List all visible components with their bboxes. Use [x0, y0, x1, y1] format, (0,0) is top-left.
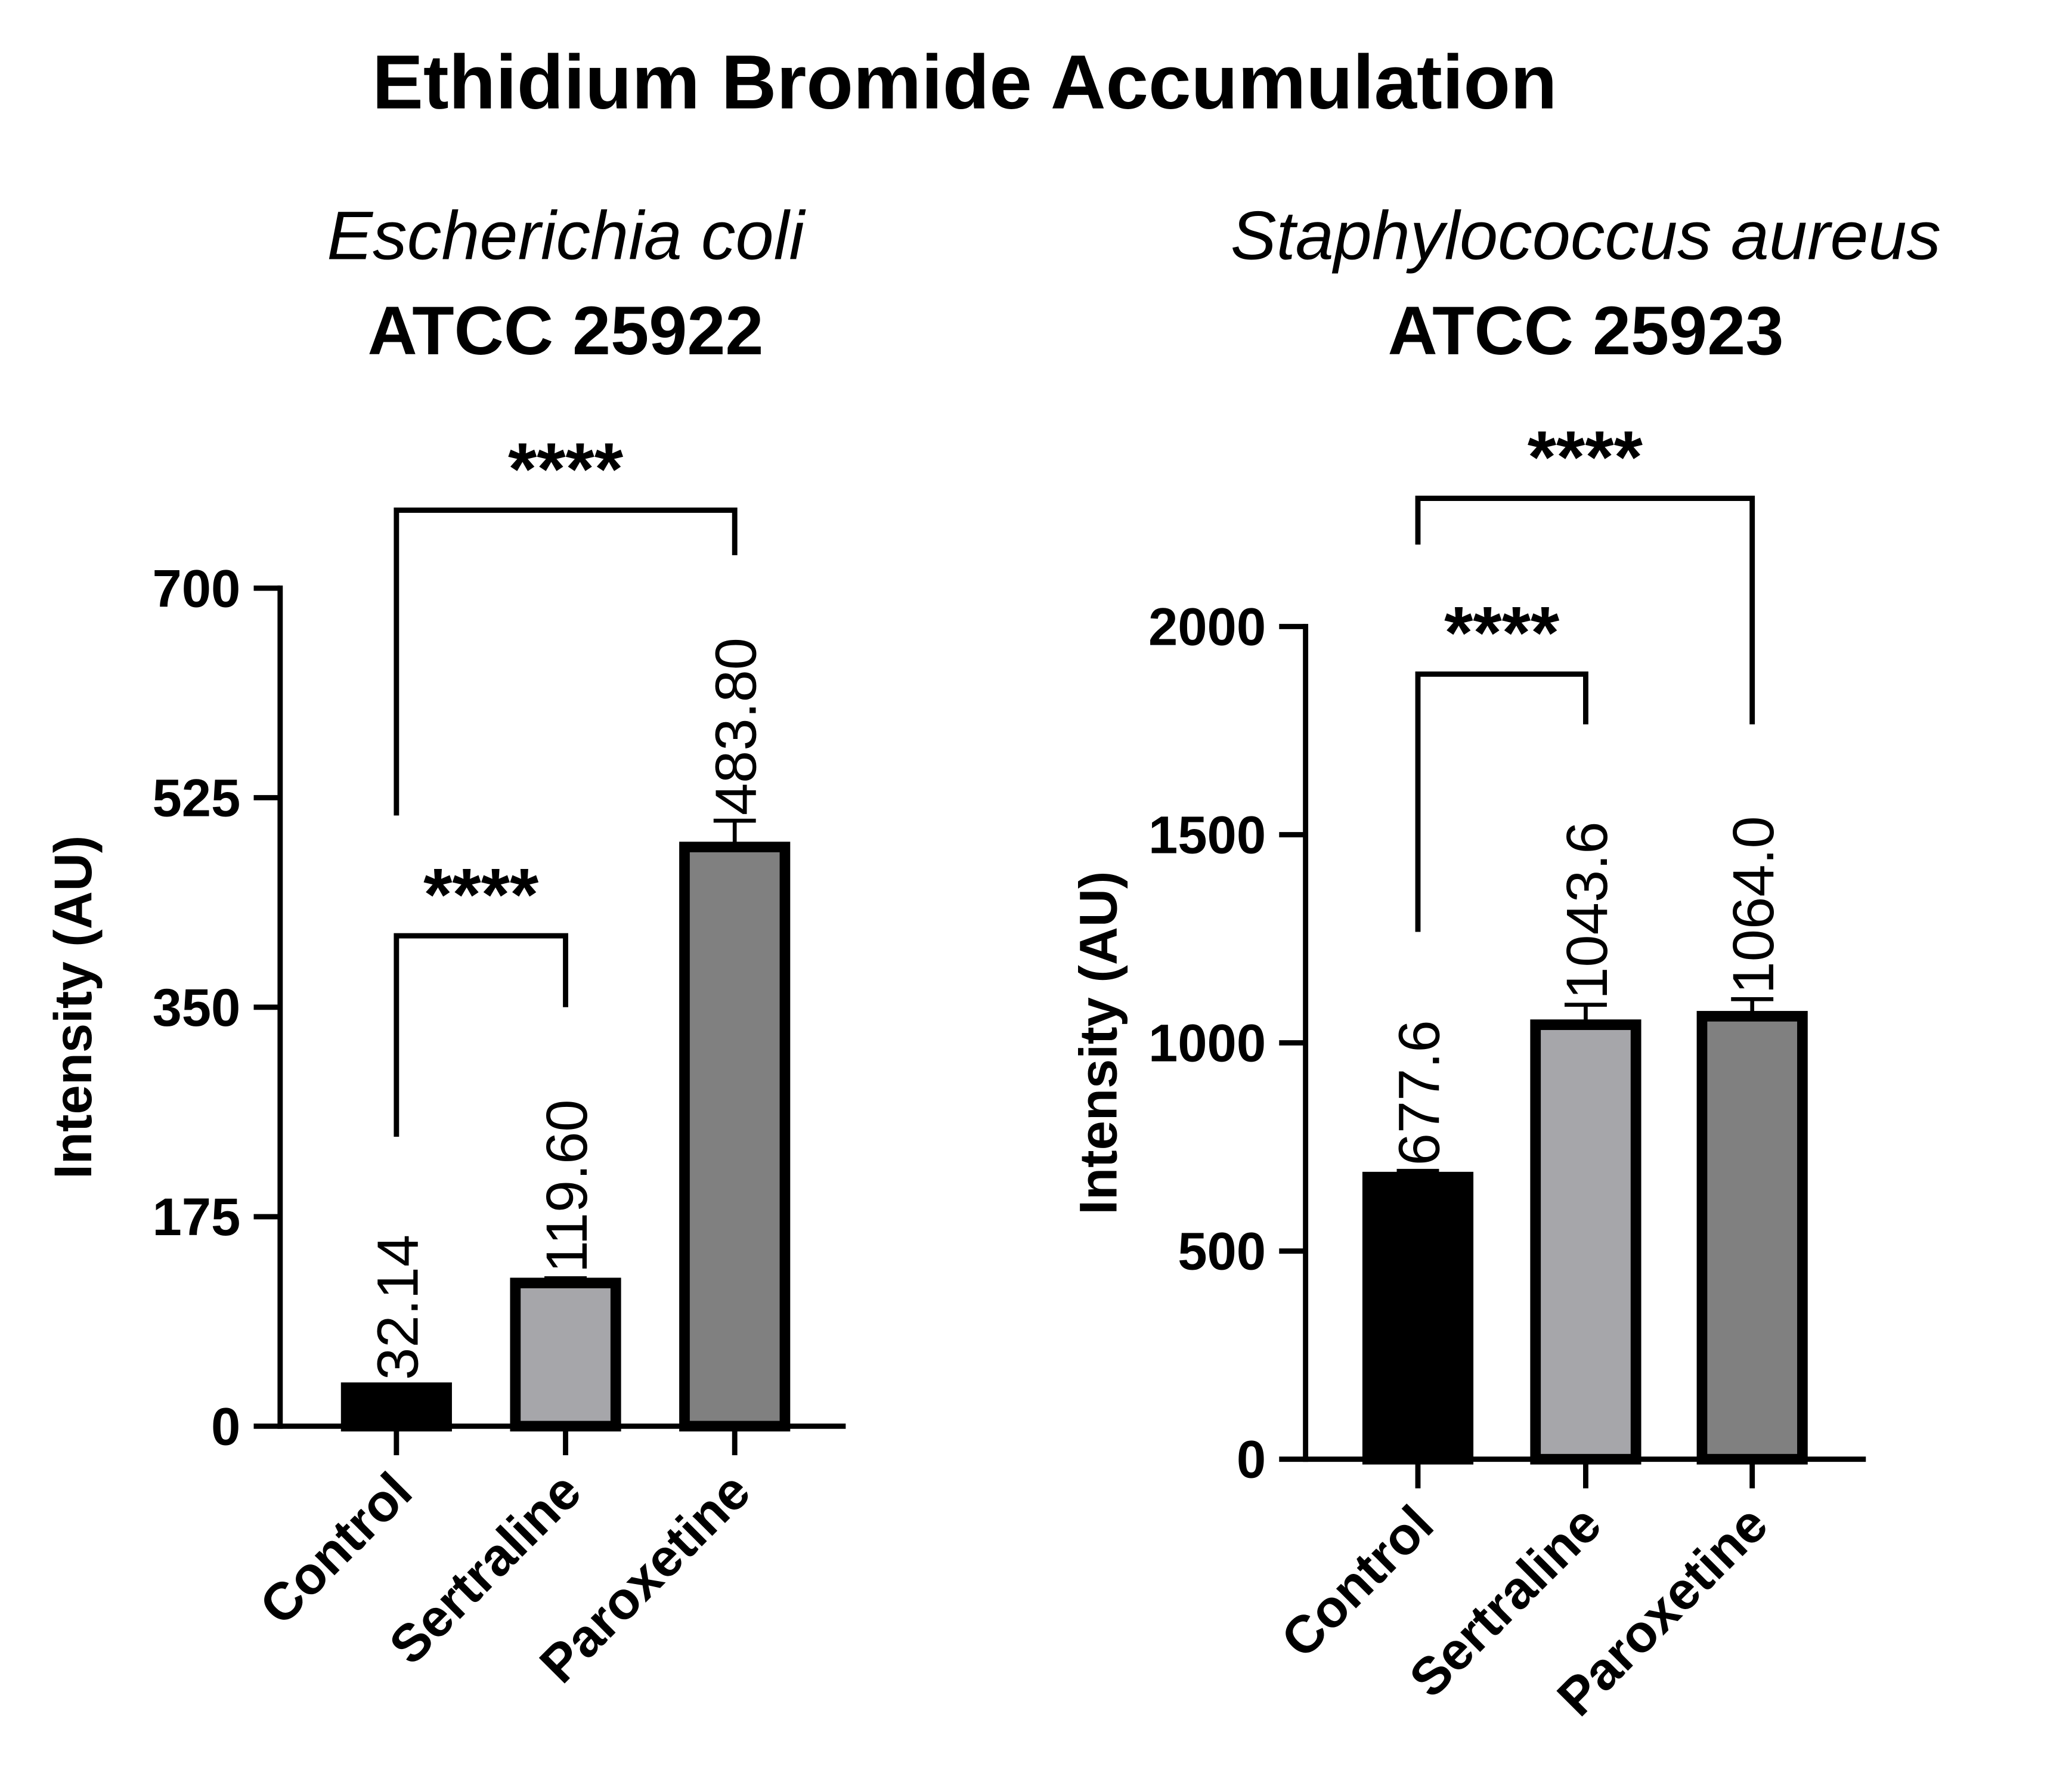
bar [510, 1277, 621, 1432]
y-tick-label: 2000 [1148, 598, 1266, 657]
chart-subtitle: ATCC 25923 [1387, 293, 1783, 369]
y-tick-label: 0 [211, 1397, 240, 1456]
significance-label: **** [508, 428, 624, 511]
bar [1362, 1171, 1474, 1465]
value-label: 483.80 [704, 638, 769, 815]
value-label: 1043.6 [1554, 822, 1619, 1000]
significance-bracket [1415, 671, 1588, 932]
y-tick-label: 175 [152, 1187, 240, 1246]
value-label: 677.6 [1386, 1020, 1451, 1165]
significance-label: **** [423, 853, 539, 936]
y-tick-label: 500 [1178, 1222, 1266, 1281]
bar [1530, 1019, 1642, 1465]
bar [679, 842, 791, 1432]
value-label: 119.60 [534, 1099, 599, 1273]
value-label: 32.14 [365, 1235, 430, 1380]
y-axis-label: Intensity (AU) [1069, 871, 1128, 1215]
x-tick-label: Control [249, 1461, 423, 1636]
value-label: 1064.0 [1721, 816, 1786, 994]
y-tick-label: 1000 [1148, 1014, 1266, 1073]
y-tick-label: 0 [1237, 1430, 1266, 1489]
chart-title: Staphylococcus aureus [1231, 197, 1941, 274]
y-tick-label: 1500 [1148, 806, 1266, 865]
bar [1696, 1011, 1808, 1465]
bar [340, 1382, 452, 1432]
figure-title: Ethidium Bromide Accumulation [372, 40, 1557, 125]
significance-label: **** [1444, 592, 1560, 675]
significance-bracket [394, 933, 568, 1137]
y-tick-label: 700 [152, 559, 240, 618]
x-tick-label: Control [1270, 1494, 1445, 1669]
y-tick-label: 350 [152, 978, 240, 1037]
chart-title: Escherichia coli [327, 197, 806, 274]
y-axis-label: Intensity (AU) [44, 836, 103, 1179]
y-tick-label: 525 [152, 769, 240, 828]
significance-label: **** [1528, 416, 1643, 499]
significance-bracket [1415, 496, 1755, 725]
significance-bracket [394, 508, 738, 816]
chart-subtitle: ATCC 25922 [368, 293, 764, 369]
